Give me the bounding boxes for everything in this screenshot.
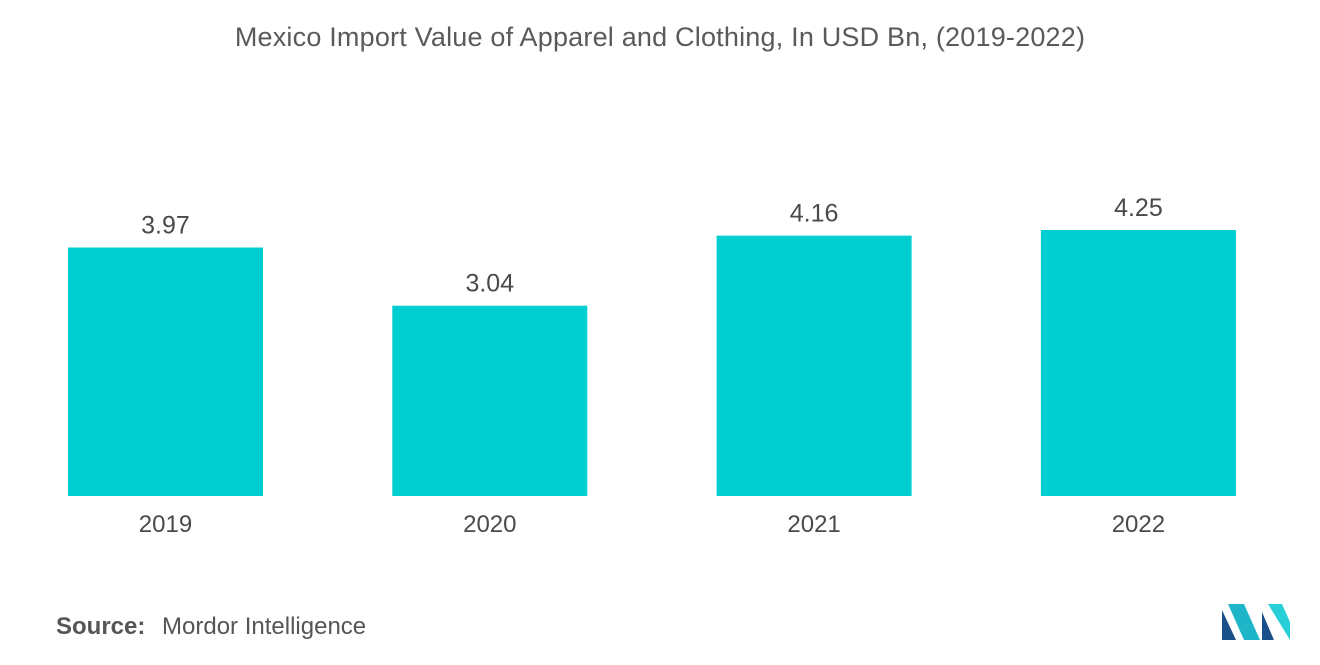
- bar-2021: [716, 235, 912, 496]
- x-tick-2020: 2020: [463, 511, 516, 538]
- mordor-intelligence-logo-icon: [1222, 604, 1290, 640]
- data-label-2021: 4.16: [790, 200, 839, 228]
- data-label-2022: 4.25: [1114, 194, 1163, 222]
- chart-title: Mexico Import Value of Apparel and Cloth…: [234, 22, 1086, 52]
- data-labels-layer: 3.97 3.04 4.16 4.25: [141, 194, 1163, 298]
- bar-2020: [392, 305, 588, 496]
- data-label-2019: 3.97: [141, 212, 190, 240]
- x-axis-ticks-layer: 2019 2020 2021 2022: [139, 511, 1165, 538]
- bar-2022: [1040, 230, 1236, 496]
- bars-layer: [68, 230, 1236, 496]
- x-tick-2019: 2019: [139, 511, 192, 538]
- source-label: Source:: [56, 613, 146, 640]
- source-value: Mordor Intelligence: [162, 613, 367, 640]
- bar-2019: [68, 247, 263, 496]
- x-tick-2022: 2022: [1112, 511, 1165, 538]
- x-tick-2021: 2021: [787, 511, 840, 538]
- source-line: Source: Mordor Intelligence: [56, 613, 366, 641]
- bar-chart: 3.97 3.04 4.16 4.25 2019 2020 2021 2022: [68, 194, 1236, 538]
- data-label-2020: 3.04: [465, 270, 514, 298]
